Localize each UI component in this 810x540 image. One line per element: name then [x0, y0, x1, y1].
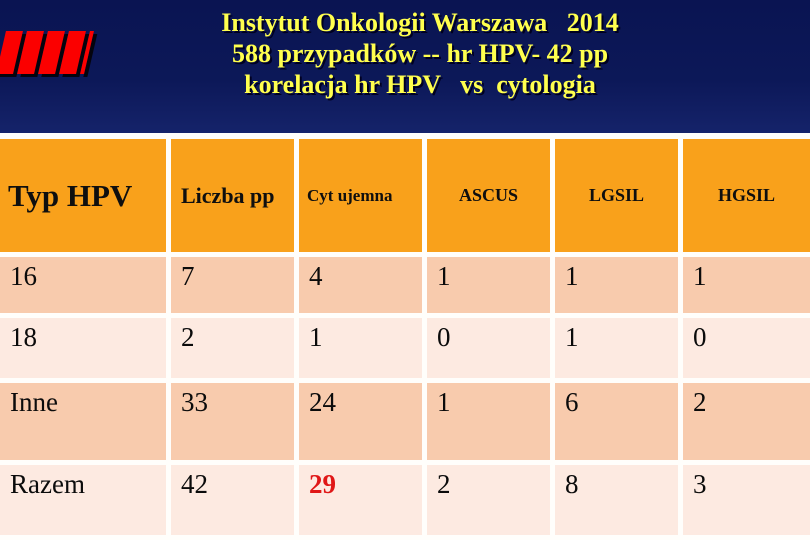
table-cell: 24 [299, 383, 422, 460]
table-cell: 0 [427, 318, 550, 378]
table-cell-highlighted: 29 [299, 465, 422, 535]
table-cell: 2 [427, 465, 550, 535]
row-label: 16 [0, 257, 166, 313]
row-label: Razem [0, 465, 166, 535]
slide-title: Instytut Onkologii Warszawa 2014 588 prz… [30, 7, 810, 100]
table-cell: 1 [427, 257, 550, 313]
title-line-3: korelacja hr HPV vs cytologia [244, 70, 596, 99]
table-cell: 2 [683, 383, 810, 460]
row-label: Inne [0, 383, 166, 460]
table-cell: 1 [427, 383, 550, 460]
table-cell: 42 [171, 465, 294, 535]
table-cell: 3 [683, 465, 810, 535]
table-cell: 1 [555, 257, 678, 313]
table-cell: 8 [555, 465, 678, 535]
column-header-lgsil: LGSIL [555, 139, 678, 252]
column-header-typ-hpv: Typ HPV [0, 139, 166, 252]
column-header-hgsil: HGSIL [683, 139, 810, 252]
column-header-cyt-ujemna: Cyt ujemna [299, 139, 422, 252]
title-line-1: Instytut Onkologii Warszawa 2014 [221, 8, 619, 37]
table-cell: 4 [299, 257, 422, 313]
table-cell: 2 [171, 318, 294, 378]
table-cell: 1 [683, 257, 810, 313]
row-label: 18 [0, 318, 166, 378]
table-cell: 1 [555, 318, 678, 378]
title-line-2: 588 przypadków -- hr HPV- 42 pp [231, 39, 609, 68]
table-cell: 1 [299, 318, 422, 378]
table-cell: 0 [683, 318, 810, 378]
title-band: Instytut Onkologii Warszawa 2014 588 prz… [0, 0, 810, 133]
table-cell: 33 [171, 383, 294, 460]
hpv-cytology-table: Typ HPV Liczba pp Cyt ujemna ASCUS LGSIL… [0, 139, 810, 535]
table-cell: 7 [171, 257, 294, 313]
column-header-ascus: ASCUS [427, 139, 550, 252]
column-header-liczba-pp: Liczba pp [171, 139, 294, 252]
table-cell: 6 [555, 383, 678, 460]
